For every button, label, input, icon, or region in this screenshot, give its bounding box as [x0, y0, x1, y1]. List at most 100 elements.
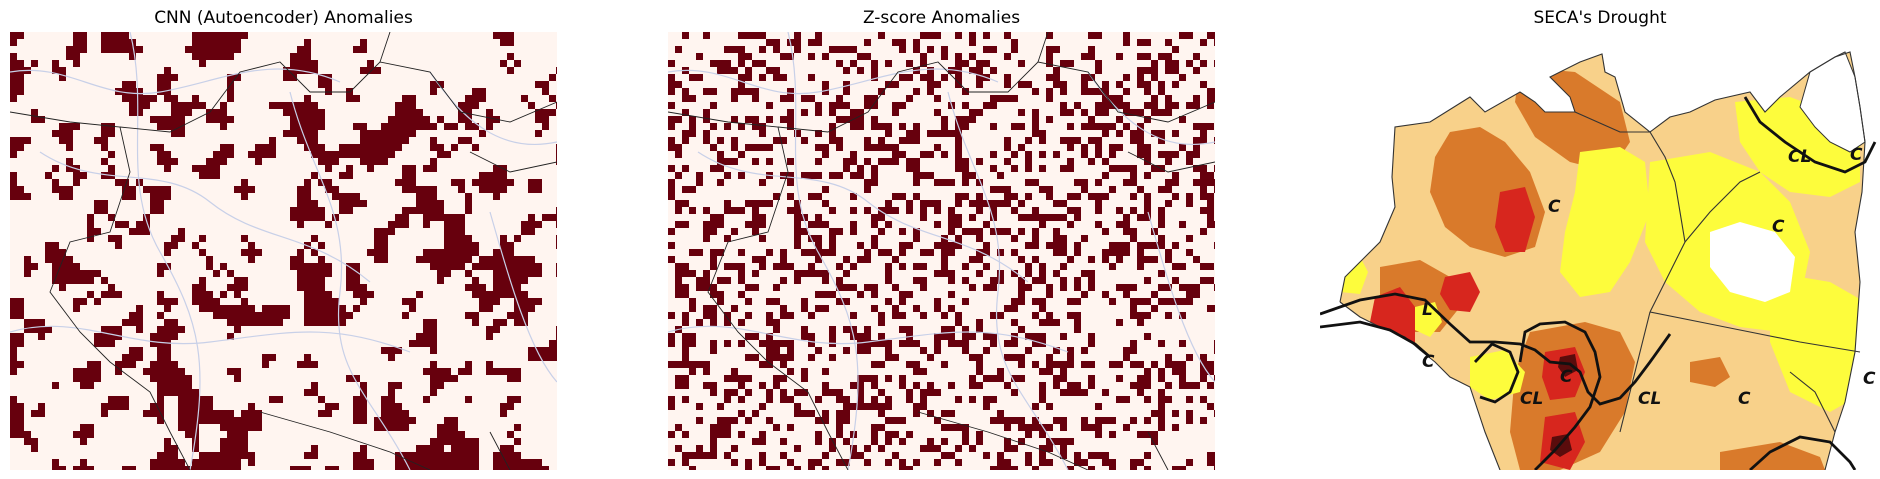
- anomaly-cell: [1095, 137, 1102, 144]
- anomaly-cell: [318, 319, 325, 326]
- anomaly-cell: [1137, 256, 1144, 263]
- anomaly-cell: [1144, 452, 1151, 459]
- anomaly-cell: [710, 452, 717, 459]
- anomaly-cell: [304, 95, 311, 102]
- anomaly-cell: [878, 32, 885, 39]
- anomaly-cell: [1151, 431, 1158, 438]
- anomaly-cell: [507, 445, 514, 452]
- anomaly-cell: [948, 270, 955, 277]
- anomaly-cell: [689, 368, 696, 375]
- anomaly-cell: [1039, 298, 1046, 305]
- anomaly-cell: [1158, 417, 1165, 424]
- anomaly-cell: [136, 95, 143, 102]
- anomaly-cell: [108, 333, 115, 340]
- anomaly-cell: [248, 242, 255, 249]
- anomaly-cell: [899, 298, 906, 305]
- anomaly-cell: [1151, 256, 1158, 263]
- anomaly-cell: [1200, 361, 1207, 368]
- anomaly-cell: [437, 445, 444, 452]
- anomaly-cell: [899, 417, 906, 424]
- anomaly-cell: [241, 424, 248, 431]
- anomaly-cell: [122, 179, 129, 186]
- border-line: [917, 411, 1089, 470]
- anomaly-cell: [1032, 333, 1039, 340]
- anomaly-cell: [962, 179, 969, 186]
- anomaly-cell: [948, 410, 955, 417]
- anomaly-cell: [178, 109, 185, 116]
- anomaly-cell: [1179, 312, 1186, 319]
- anomaly-cell: [850, 452, 857, 459]
- anomaly-cell: [269, 396, 276, 403]
- anomaly-cell: [10, 298, 17, 305]
- anomaly-cell: [829, 242, 836, 249]
- anomaly-cell: [472, 438, 479, 445]
- anomaly-cell: [472, 459, 479, 466]
- anomaly-cell: [395, 424, 402, 431]
- anomaly-cell: [1102, 452, 1109, 459]
- anomaly-cell: [1018, 109, 1025, 116]
- anomaly-cell: [871, 242, 878, 249]
- anomaly-cell: [248, 410, 255, 417]
- anomaly-cell: [1102, 172, 1109, 179]
- anomaly-cell: [66, 46, 73, 53]
- anomaly-cell: [836, 277, 843, 284]
- anomaly-cell: [941, 151, 948, 158]
- anomaly-cell: [724, 431, 731, 438]
- anomaly-cell: [437, 207, 444, 214]
- anomaly-cell: [1074, 382, 1081, 389]
- anomaly-cell: [892, 158, 899, 165]
- anomaly-cell: [1158, 375, 1165, 382]
- anomaly-cell: [1039, 130, 1046, 137]
- anomaly-cell: [164, 466, 171, 470]
- anomaly-cell: [199, 466, 206, 470]
- anomaly-cell: [437, 151, 444, 158]
- anomaly-cell: [1144, 200, 1151, 207]
- anomaly-cell: [423, 221, 430, 228]
- anomaly-cell: [1053, 228, 1060, 235]
- anomaly-cell: [731, 88, 738, 95]
- anomaly-cell: [934, 389, 941, 396]
- anomaly-cell: [500, 263, 507, 270]
- anomaly-cell: [1172, 263, 1179, 270]
- anomaly-cell: [1172, 410, 1179, 417]
- anomaly-cell: [164, 81, 171, 88]
- anomaly-cell: [528, 354, 535, 361]
- anomaly-cell: [941, 326, 948, 333]
- border-line: [379, 32, 391, 63]
- anomaly-cell: [920, 172, 927, 179]
- anomaly-cell: [864, 102, 871, 109]
- anomaly-cell: [108, 214, 115, 221]
- anomaly-cell: [962, 158, 969, 165]
- anomaly-cell: [962, 326, 969, 333]
- anomaly-cell: [10, 417, 17, 424]
- anomaly-cell: [276, 319, 283, 326]
- anomaly-cell: [752, 32, 759, 39]
- anomaly-cell: [1172, 60, 1179, 67]
- anomaly-cell: [1067, 165, 1074, 172]
- anomaly-cell: [171, 74, 178, 81]
- anomaly-cell: [878, 228, 885, 235]
- anomaly-cell: [493, 459, 500, 466]
- anomaly-cell: [360, 123, 367, 130]
- anomaly-cell: [311, 116, 318, 123]
- anomaly-cell: [1200, 179, 1207, 186]
- anomaly-cell: [969, 172, 976, 179]
- anomaly-cell: [423, 326, 430, 333]
- anomaly-cell: [10, 179, 17, 186]
- anomaly-cell: [892, 102, 899, 109]
- anomaly-cell: [528, 179, 535, 186]
- anomaly-cell: [990, 95, 997, 102]
- anomaly-cell: [66, 158, 73, 165]
- anomaly-cell: [465, 459, 472, 466]
- anomaly-cell: [1074, 193, 1081, 200]
- anomaly-cell: [528, 228, 535, 235]
- anomaly-cell: [108, 284, 115, 291]
- anomaly-cell: [794, 410, 801, 417]
- anomaly-cell: [402, 466, 409, 470]
- anomaly-cell: [430, 81, 437, 88]
- anomaly-cell: [206, 459, 213, 466]
- anomaly-cell: [437, 200, 444, 207]
- anomaly-cell: [101, 403, 108, 410]
- anomaly-cell: [843, 88, 850, 95]
- anomaly-cell: [962, 263, 969, 270]
